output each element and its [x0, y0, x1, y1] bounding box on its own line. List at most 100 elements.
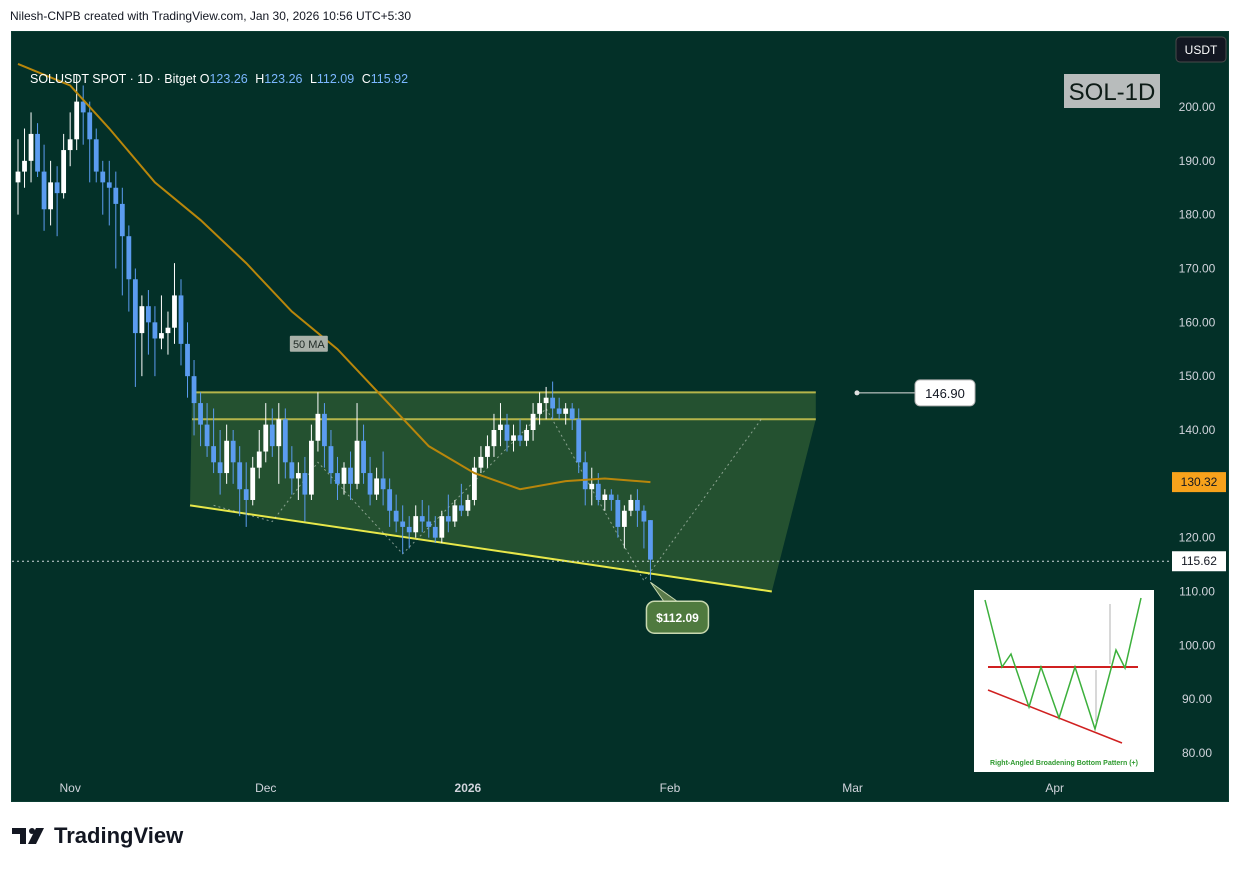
candle-body: [224, 440, 230, 474]
candle-body: [380, 478, 386, 490]
candle-body: [269, 424, 275, 447]
chart-credit: Nilesh-CNPB created with TradingView.com…: [10, 9, 411, 23]
candle: [198, 392, 203, 447]
candle-body: [204, 424, 210, 447]
candle-body: [93, 139, 99, 172]
candle: [48, 160, 53, 226]
candle: [256, 430, 262, 479]
candle: [498, 403, 503, 447]
inset-bg: [974, 590, 1154, 772]
candle-body: [276, 419, 282, 447]
candle-body: [328, 446, 334, 474]
candle-body: [635, 499, 640, 511]
candle-body: [341, 467, 347, 484]
candle: [315, 392, 321, 452]
candle: [263, 403, 269, 463]
candle: [517, 419, 523, 447]
candle-body: [217, 462, 223, 474]
candle: [328, 430, 334, 484]
y-tick-label: 100.00: [1179, 638, 1216, 652]
ma-label-bg: [289, 335, 328, 352]
candle-body: [439, 516, 445, 538]
candle: [445, 494, 451, 533]
candle: [348, 451, 353, 500]
candle-body: [393, 510, 399, 522]
candle: [87, 101, 93, 183]
candle-body: [185, 343, 190, 377]
price-chart[interactable]: 200.00 190.00 180.00 170.00 160.00 150.00 140.…: [12, 32, 1230, 803]
candle-body: [608, 494, 614, 500]
candle-body: [400, 521, 406, 527]
chart-tag-text: SOL-1D: [1069, 79, 1156, 106]
inset-support: [987, 689, 1123, 744]
currency-badge-bg: [1175, 36, 1227, 63]
candle: [230, 430, 236, 484]
candle-body: [165, 327, 171, 334]
candle-body: [419, 516, 425, 522]
y-tick-label: 140.00: [1179, 423, 1216, 437]
candle: [458, 483, 464, 517]
candle-body: [146, 306, 151, 323]
candle-body: [387, 489, 393, 511]
candle-body: [302, 473, 308, 495]
candle: [543, 386, 549, 420]
y-tick-label: 110.00: [1179, 585, 1215, 599]
y-tick-label: 160.00: [1179, 315, 1216, 329]
candle-body: [354, 440, 360, 484]
x-tick-label: Feb: [660, 781, 681, 795]
candle-body: [250, 467, 256, 500]
tradingview-brand[interactable]: TradingView: [12, 823, 183, 849]
candle-body: [504, 424, 510, 441]
candle: [289, 446, 295, 495]
candle-body: [178, 295, 184, 344]
close-label: C: [361, 72, 371, 86]
candle: [589, 467, 595, 506]
low-value: 112.09: [316, 72, 355, 86]
candle: [576, 408, 582, 474]
low-callout-text: $112.09: [656, 611, 699, 625]
candle: [361, 424, 366, 484]
candle: [465, 494, 471, 517]
candle: [159, 295, 164, 350]
last-price-badge-bg: [1172, 551, 1226, 572]
candle: [341, 462, 347, 495]
target-label-text: 146.90: [925, 386, 965, 401]
candle-body: [159, 333, 164, 339]
candle-body: [615, 499, 621, 527]
candle-body: [589, 483, 595, 490]
candle: [302, 456, 308, 522]
candle: [309, 424, 314, 500]
candle: [582, 451, 588, 506]
candle: [139, 295, 145, 377]
candle: [472, 456, 477, 506]
x-tick-label: Apr: [1045, 781, 1064, 795]
candle-body: [315, 413, 321, 441]
candle-body: [576, 419, 582, 463]
candle-body: [465, 499, 471, 511]
candle-body: [452, 505, 458, 522]
candle-body: [191, 376, 197, 404]
candle: [335, 456, 340, 500]
candle: [106, 160, 112, 226]
x-tick-label: Dec: [255, 781, 276, 795]
candle: [380, 451, 386, 506]
candle: [550, 381, 556, 420]
open-value: 123.26: [209, 72, 248, 86]
candle-body: [556, 408, 562, 414]
candle: [191, 360, 197, 436]
candle: [367, 456, 373, 506]
candle: [224, 424, 230, 484]
candle-body: [361, 440, 366, 474]
candle-body: [367, 473, 373, 495]
candle-body: [322, 413, 327, 447]
candle-body: [472, 467, 477, 500]
candle-body: [282, 419, 288, 463]
candle-body: [152, 322, 158, 339]
candle: [621, 505, 627, 549]
candle-body: [530, 413, 536, 430]
currency-badge-text: USDT: [1185, 43, 1218, 57]
chart-area[interactable]: 200.00 190.00 180.00 170.00 160.00 150.00 140.…: [11, 31, 1229, 802]
candle-body: [485, 446, 490, 457]
candle-body: [537, 403, 542, 414]
candle-body: [335, 473, 340, 484]
